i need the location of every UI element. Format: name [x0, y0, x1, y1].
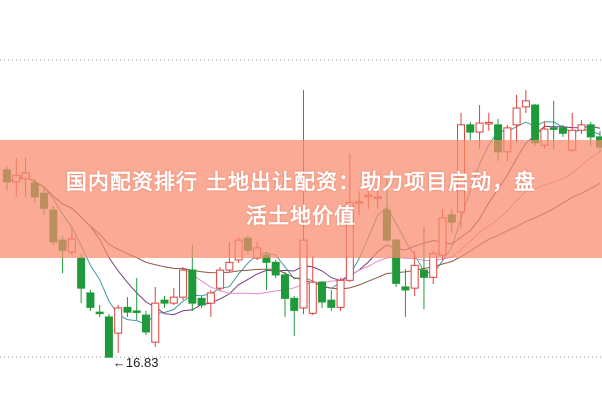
candle — [512, 94, 521, 143]
candle — [104, 313, 113, 358]
candle — [86, 289, 95, 311]
candle — [123, 297, 132, 317]
candle — [95, 304, 104, 317]
candle-body-down — [95, 311, 104, 315]
candle-body-up — [512, 107, 521, 126]
candle-body-down — [586, 124, 595, 138]
candle — [410, 250, 419, 296]
candle — [206, 289, 215, 317]
candle-body-up — [577, 124, 586, 131]
candle-body-down — [123, 306, 132, 313]
candle — [558, 124, 567, 137]
candle-body-up — [521, 100, 530, 108]
candle — [271, 259, 280, 278]
candle — [290, 295, 299, 337]
low-price-annotation: ←16.83 — [113, 355, 159, 370]
candle — [216, 267, 225, 292]
candle-body-down — [280, 274, 289, 299]
candle — [160, 295, 169, 308]
candle — [151, 286, 160, 347]
candle-body-down — [132, 310, 141, 313]
candle — [336, 277, 345, 311]
candle — [308, 256, 317, 316]
candle-body-up — [216, 269, 225, 289]
candle-body-down — [188, 269, 197, 304]
candle — [401, 268, 410, 317]
candle-body-up — [179, 269, 188, 298]
candle — [197, 295, 206, 308]
candle-body-up — [336, 279, 345, 308]
candle-body-down — [77, 257, 86, 289]
candle-body-down — [419, 269, 428, 278]
candle-body-down — [327, 299, 336, 308]
candle-body-up — [410, 264, 419, 289]
candle — [466, 121, 475, 140]
candle-body-down — [558, 127, 567, 134]
candle-body-up — [151, 302, 160, 343]
candle-body-down — [86, 292, 95, 308]
candle-body-down — [290, 297, 299, 311]
candle-body-down — [197, 297, 206, 306]
candle — [318, 280, 327, 308]
candle-body-up — [308, 281, 317, 314]
headline-banner: 国内配资排行 土地出让配资：助力项目启动，盘 活土地价值 — [0, 140, 602, 258]
candle — [280, 271, 289, 317]
candle — [179, 267, 188, 301]
candle — [114, 304, 123, 353]
gridlines — [0, 59, 602, 358]
candle — [327, 289, 336, 311]
candle — [484, 112, 493, 131]
candle-body-down — [466, 124, 475, 133]
candle-body-down — [531, 104, 540, 144]
headline-line-1: 国内配资排行 土地出让配资：助力项目启动，盘 — [65, 170, 537, 194]
candle — [521, 90, 530, 113]
candle — [577, 120, 586, 134]
candle-body-down — [401, 286, 410, 291]
candle — [169, 288, 178, 305]
candle — [132, 277, 141, 320]
candle-body-down — [549, 127, 558, 130]
candle-body-up — [475, 122, 484, 133]
candle-body-up — [169, 296, 178, 304]
candle-body-down — [104, 316, 113, 358]
candle-body-down — [160, 299, 169, 304]
candle — [77, 253, 86, 304]
candle-body-down — [271, 261, 280, 276]
candle-body-down — [141, 314, 150, 333]
candle-body-up — [484, 121, 493, 125]
candle-body-down — [318, 281, 327, 303]
headline-line-2: 活土地价值 — [246, 204, 356, 228]
candle-body-up — [225, 261, 234, 271]
candle-body-up — [206, 292, 215, 304]
candle — [141, 310, 150, 335]
candle-body-up — [114, 307, 123, 334]
